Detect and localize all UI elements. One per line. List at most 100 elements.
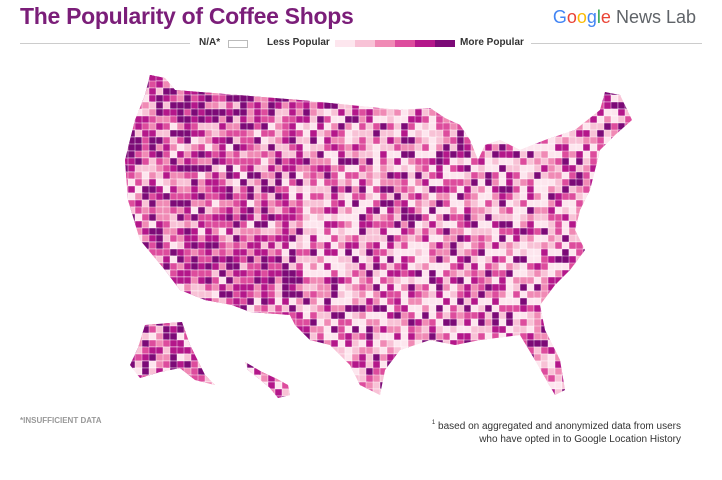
county [512,164,522,173]
county [653,74,660,81]
county [246,311,258,321]
county [646,151,654,160]
county [653,333,661,342]
county [653,319,661,328]
county [526,304,535,313]
county [323,360,333,369]
county [540,276,549,286]
county [596,360,605,369]
county [589,234,599,245]
county [288,388,299,398]
county [358,262,367,272]
county [631,234,632,244]
county [225,339,237,350]
county [547,157,556,166]
county [498,353,508,363]
county [400,339,409,349]
county [519,346,528,356]
county [148,290,159,299]
county [323,234,333,243]
county [533,311,542,320]
county [498,171,508,180]
county [624,374,632,385]
county [554,290,564,301]
county [337,241,346,250]
county [646,319,653,328]
county [386,311,395,320]
county [428,346,439,356]
county [639,221,646,229]
county [351,87,362,98]
county [617,75,626,82]
county [379,80,389,89]
county [100,74,115,81]
county [127,304,141,315]
county [309,283,318,292]
county [505,199,514,208]
county [646,340,655,349]
county [176,80,194,91]
county [505,87,515,98]
county [218,367,232,376]
county [400,262,409,272]
county [554,94,565,103]
county [639,95,646,103]
county [610,325,620,334]
county [603,339,613,348]
county [274,360,287,371]
county [456,255,466,264]
county [646,291,654,298]
county [358,269,367,279]
county [589,290,599,301]
county [218,332,230,342]
county [358,150,367,159]
county [232,80,246,90]
county [596,94,605,103]
county [617,269,627,278]
county [107,67,119,75]
county [400,325,409,334]
county [478,60,486,67]
county [631,157,632,167]
county [400,206,410,215]
county [400,75,411,84]
county [330,374,340,385]
county [498,255,508,264]
county [639,312,647,321]
county [617,304,628,313]
county [358,318,368,328]
county [337,290,346,300]
county [554,374,564,383]
county [456,367,465,378]
county [547,108,557,119]
county [295,339,309,348]
county [484,115,495,126]
county [561,213,570,222]
county [204,318,214,327]
county [603,206,614,216]
county [540,388,550,398]
county [204,388,218,397]
county [498,395,509,398]
county [456,115,467,126]
county [344,80,355,91]
county [100,116,115,124]
county [435,178,445,187]
county [407,157,417,166]
county [428,388,439,397]
county [491,290,501,300]
county [575,262,586,271]
county [435,157,445,166]
county [477,122,486,132]
county [547,332,558,342]
county [351,94,362,105]
county [232,353,243,364]
county [512,87,521,98]
county [646,375,654,384]
county [575,276,584,287]
county [442,346,453,357]
county [632,60,640,67]
county [512,192,522,201]
county [107,347,116,355]
county [323,206,332,215]
